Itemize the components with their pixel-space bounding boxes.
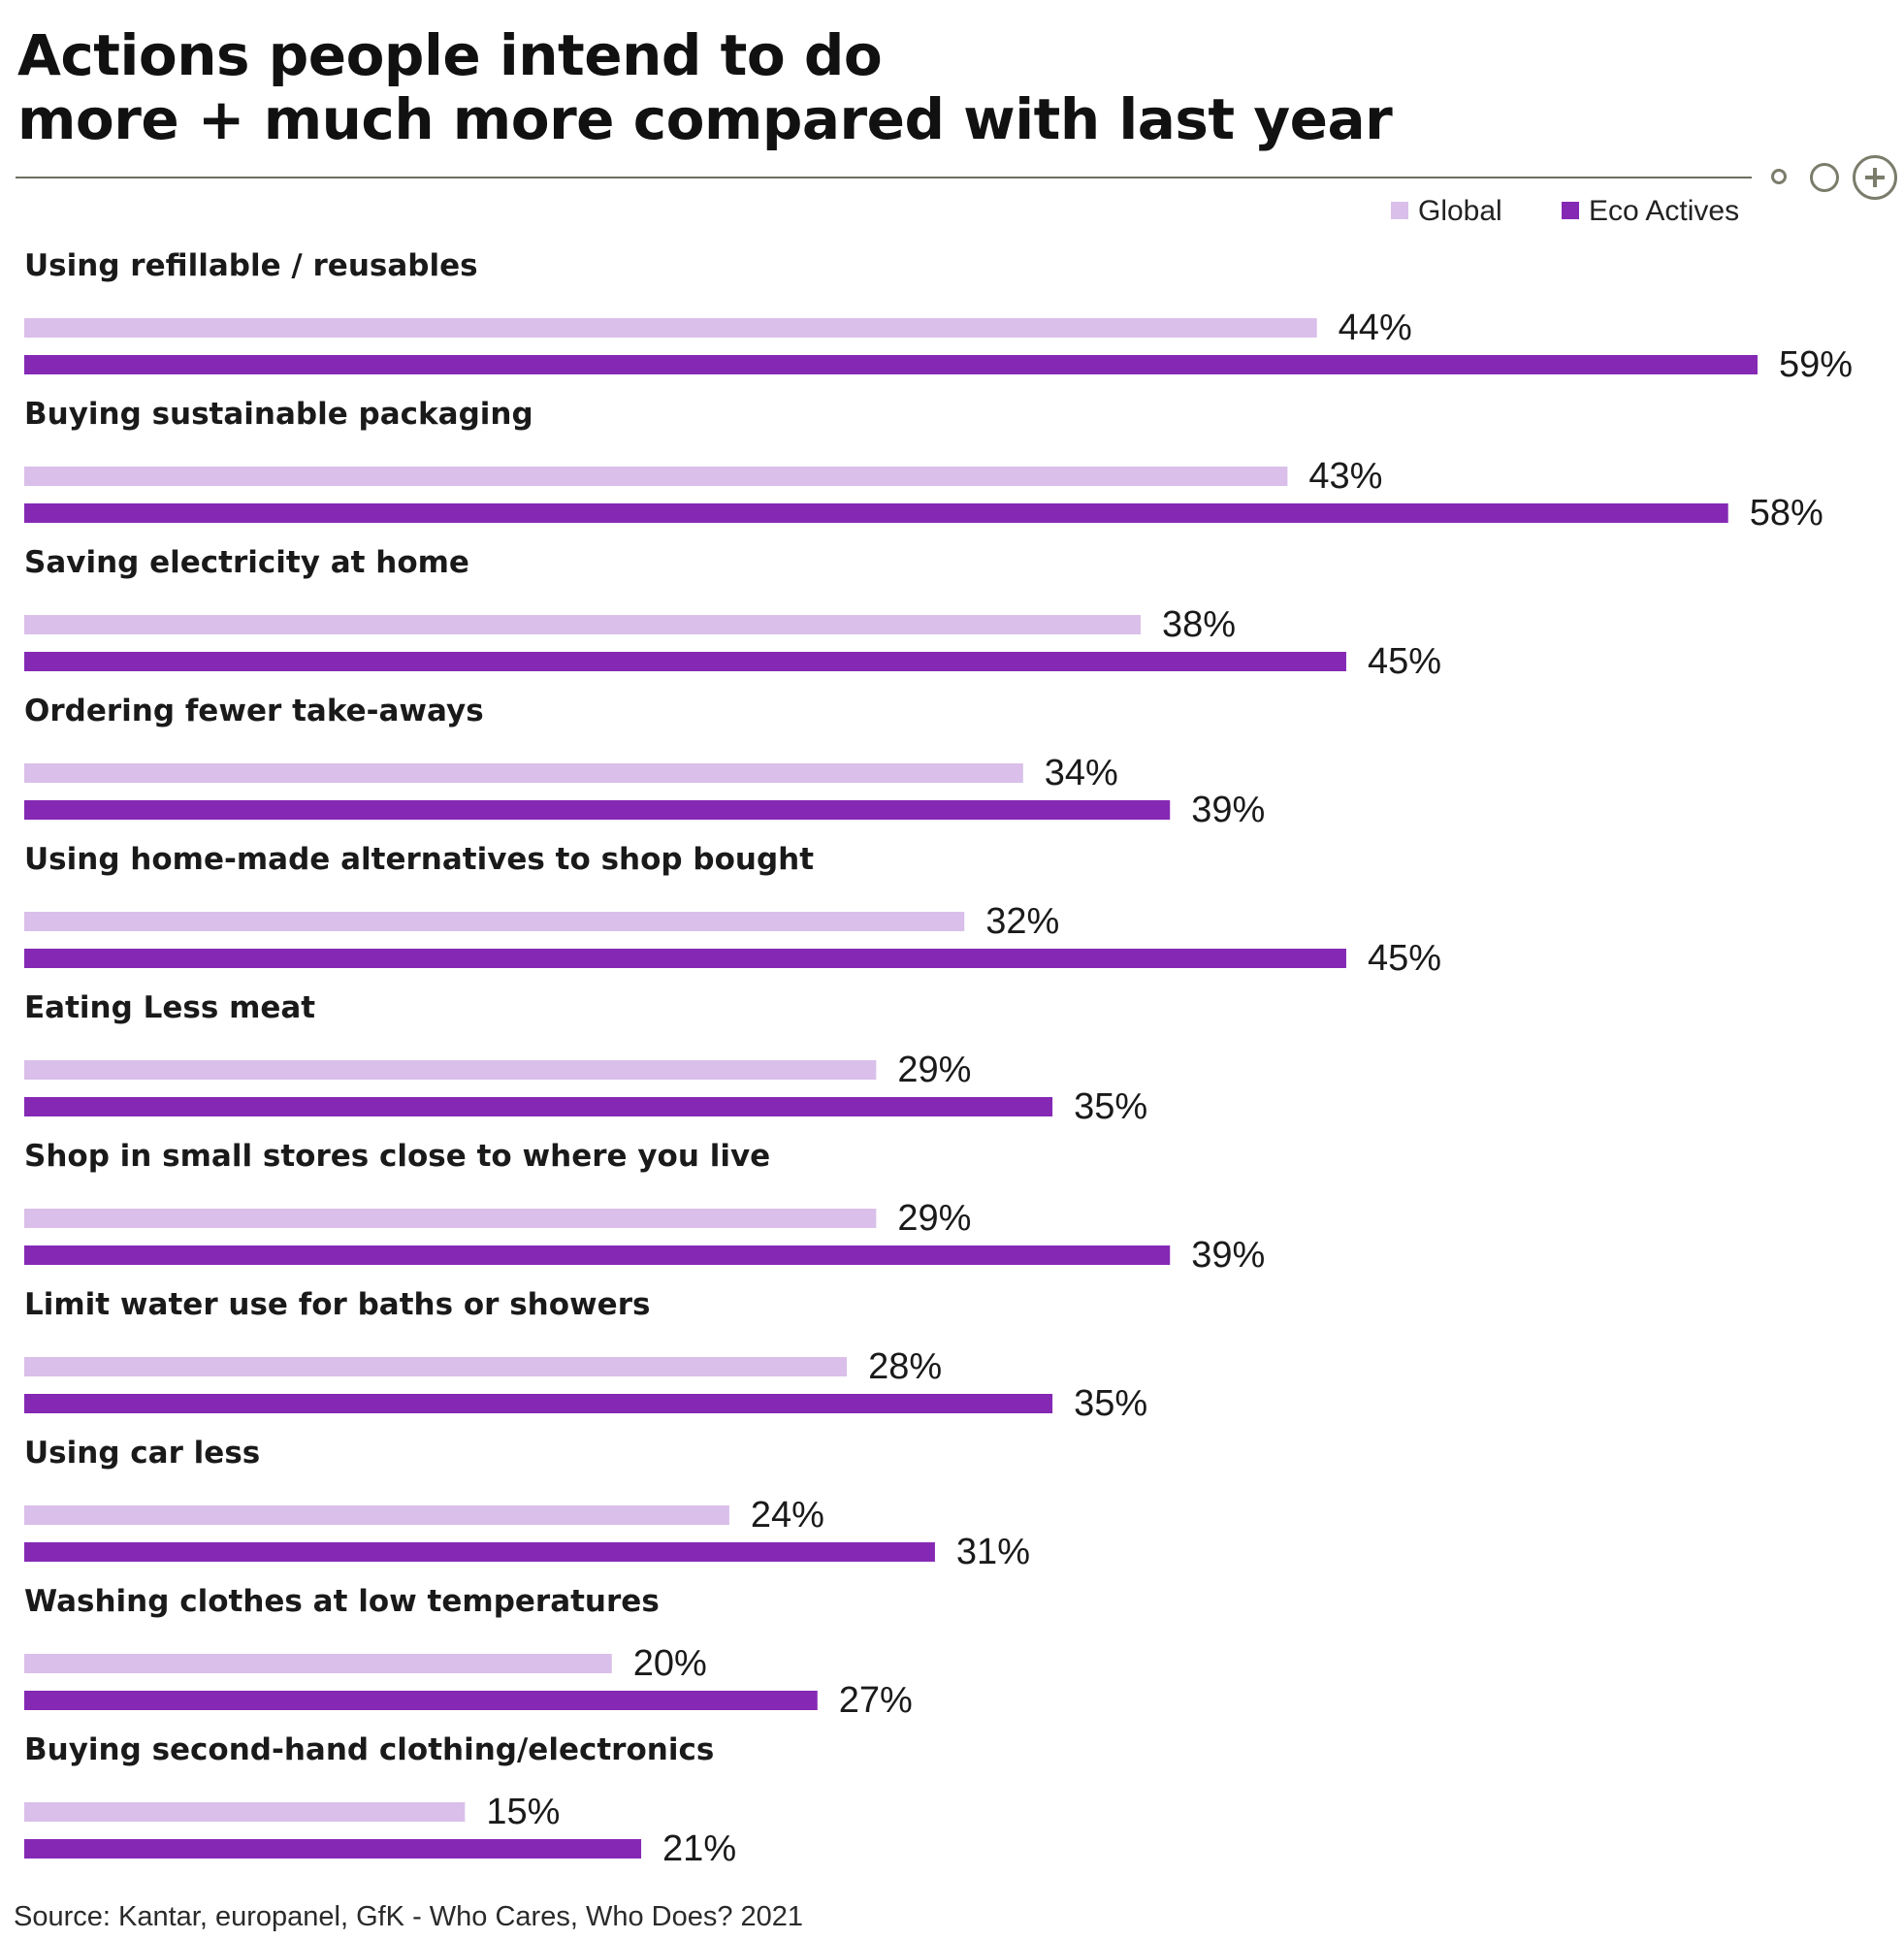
category-label: Eating Less meat — [24, 990, 315, 1025]
source-note: Source: Kantar, europanel, GfK - Who Car… — [14, 1901, 804, 1932]
legend-swatch-global — [1391, 202, 1408, 220]
data-label-global: 24% — [751, 1495, 824, 1536]
bar-global — [24, 615, 1141, 634]
category-label: Ordering fewer take-aways — [24, 694, 484, 728]
data-label-eco-actives: 39% — [1191, 790, 1265, 830]
category-label: Using car less — [24, 1436, 260, 1471]
data-label-eco-actives: 35% — [1074, 1383, 1147, 1424]
bar-global — [24, 912, 965, 931]
category-label: Washing clothes at low temperatures — [24, 1584, 660, 1619]
plus-circle-icon[interactable] — [1853, 155, 1897, 200]
data-label-eco-actives: 27% — [839, 1680, 913, 1721]
bar-global — [24, 763, 1023, 783]
bar-eco-actives — [24, 1839, 642, 1859]
bar-eco-actives — [24, 355, 1758, 374]
category-label: Buying sustainable packaging — [24, 397, 533, 432]
data-label-eco-actives: 35% — [1074, 1086, 1147, 1127]
bar-global — [24, 1802, 466, 1822]
data-label-global: 20% — [633, 1643, 707, 1684]
category-label: Using refillable / reusables — [24, 248, 478, 283]
bar-eco-actives — [24, 1691, 818, 1710]
bar-global — [24, 467, 1288, 486]
data-label-global: 29% — [897, 1198, 971, 1239]
data-label-global: 43% — [1308, 456, 1382, 497]
data-label-eco-actives: 39% — [1191, 1235, 1265, 1276]
legend-swatch-eco-actives — [1562, 202, 1579, 220]
bar-eco-actives — [24, 1245, 1171, 1265]
data-label-eco-actives: 58% — [1750, 493, 1823, 534]
data-label-eco-actives: 21% — [662, 1828, 736, 1869]
category-label: Shop in small stores close to where you … — [24, 1139, 770, 1174]
data-label-eco-actives: 31% — [956, 1532, 1030, 1572]
bar-eco-actives — [24, 503, 1728, 523]
data-label-eco-actives: 59% — [1779, 344, 1853, 385]
bar-eco-actives — [24, 1542, 935, 1562]
chart-title-line-1: Actions people intend to do — [17, 22, 883, 88]
data-label-eco-actives: 45% — [1368, 641, 1441, 682]
legend-label-global: Global — [1418, 195, 1502, 227]
legend-item-eco-actives: Eco Actives — [1562, 194, 1739, 229]
data-label-global: 15% — [486, 1792, 560, 1832]
category-label: Saving electricity at home — [24, 545, 469, 580]
category-label: Limit water use for baths or showers — [24, 1287, 650, 1322]
bar-global — [24, 1505, 729, 1525]
bar-global — [24, 1357, 848, 1376]
data-label-global: 34% — [1045, 753, 1118, 793]
legend-label-eco-actives: Eco Actives — [1589, 195, 1740, 227]
circle-small-icon[interactable] — [1771, 169, 1787, 184]
circle-medium-icon[interactable] — [1810, 163, 1839, 192]
data-label-global: 29% — [897, 1050, 971, 1090]
legend-item-global: Global — [1391, 194, 1502, 229]
title-divider — [16, 177, 1752, 178]
bar-eco-actives — [24, 652, 1346, 671]
category-label: Buying second-hand clothing/electronics — [24, 1732, 714, 1767]
data-label-eco-actives: 45% — [1368, 938, 1441, 979]
bar-global — [24, 1060, 877, 1080]
bar-eco-actives — [24, 1097, 1053, 1116]
chart-title-line-2: more + much more compared with last year — [17, 86, 1393, 152]
category-label: Using home-made alternatives to shop bou… — [24, 842, 814, 877]
data-label-global: 44% — [1339, 307, 1412, 348]
bar-global — [24, 1209, 877, 1228]
bar-global — [24, 1654, 612, 1673]
data-label-global: 32% — [985, 901, 1059, 942]
data-label-global: 38% — [1162, 604, 1236, 645]
bar-eco-actives — [24, 949, 1346, 968]
chart-title: Actions people intend to do more + much … — [17, 22, 1393, 152]
data-label-global: 28% — [868, 1346, 942, 1387]
bar-eco-actives — [24, 1394, 1053, 1413]
bar-global — [24, 318, 1317, 338]
bar-eco-actives — [24, 800, 1171, 820]
bar-chart: Using refillable / reusables 44% 59% Buying… — [24, 248, 1853, 1869]
